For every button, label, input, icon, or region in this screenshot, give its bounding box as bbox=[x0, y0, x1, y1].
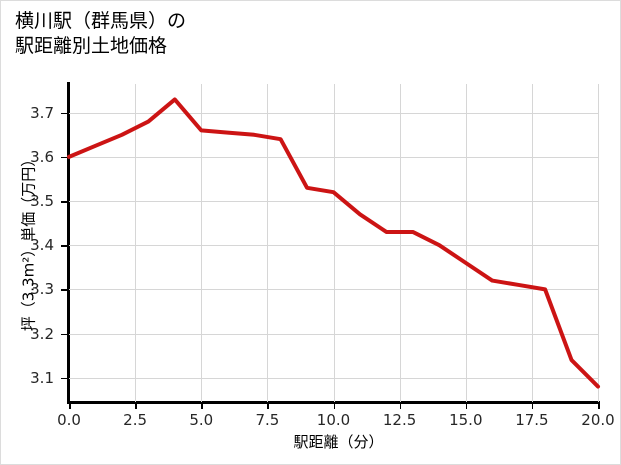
y-tick-label: 3.7 bbox=[30, 103, 54, 122]
y-tick-mark bbox=[61, 289, 67, 291]
x-tick-mark bbox=[598, 403, 600, 409]
y-tick-mark bbox=[61, 156, 67, 159]
chart-title-line-1: 横川駅（群馬県）の bbox=[15, 10, 187, 32]
x-axis-spine bbox=[67, 401, 600, 404]
y-tick-label: 3.1 bbox=[30, 368, 54, 387]
x-tick-label: 12.5 bbox=[382, 411, 417, 429]
x-axis-label-text: 駅距離（分） bbox=[293, 433, 384, 451]
x-tick-mark bbox=[465, 403, 468, 409]
gridline-vertical bbox=[399, 84, 401, 402]
y-tick-mark bbox=[61, 112, 67, 115]
gridline-vertical bbox=[201, 84, 203, 402]
gridline-vertical bbox=[135, 84, 137, 402]
x-tick-mark bbox=[135, 403, 137, 409]
y-tick-mark bbox=[61, 201, 67, 203]
x-tick-mark bbox=[69, 403, 71, 409]
gridline-vertical bbox=[598, 84, 599, 402]
chart-title-line-2: 駅距離別土地価格 bbox=[15, 35, 168, 57]
gridline-vertical bbox=[531, 84, 533, 402]
x-tick-label: 17.5 bbox=[515, 411, 549, 429]
x-tick-label: 20.0 bbox=[581, 411, 615, 429]
x-tick-mark bbox=[267, 403, 269, 409]
gridline-vertical bbox=[465, 84, 467, 402]
y-tick-mark bbox=[61, 245, 67, 247]
x-tick-label: 2.5 bbox=[123, 411, 148, 429]
y-tick-label: 3.3 bbox=[30, 280, 54, 299]
y-axis-label: 坪（3.3m²）単価（万円） bbox=[19, 151, 38, 332]
y-tick-label: 3.2 bbox=[30, 324, 54, 343]
x-tick-label: 15.0 bbox=[449, 411, 483, 429]
y-tick-label: 3.5 bbox=[30, 192, 54, 210]
y-axis-spine bbox=[67, 82, 70, 404]
plot-area bbox=[67, 84, 600, 402]
y-tick-mark bbox=[61, 333, 67, 335]
x-tick-mark bbox=[531, 403, 534, 409]
gridline-vertical bbox=[267, 84, 269, 402]
line-series-path bbox=[67, 97, 600, 389]
x-tick-mark bbox=[201, 403, 203, 409]
x-tick-label: 5.0 bbox=[189, 411, 214, 429]
x-tick-mark bbox=[399, 403, 402, 409]
gridline-vertical bbox=[333, 84, 335, 402]
x-tick-label: 10.0 bbox=[316, 411, 351, 429]
page-title: 横川駅（群馬県）の 駅距離別土地価格 bbox=[15, 9, 186, 59]
y-tick-mark bbox=[61, 377, 67, 380]
y-tick-label: 3.6 bbox=[30, 147, 54, 166]
x-tick-label: 0.0 bbox=[57, 411, 81, 429]
y-tick-label: 3.4 bbox=[30, 236, 54, 255]
x-axis-label: 駅距離（分） bbox=[1, 431, 620, 452]
x-tick-mark bbox=[333, 403, 335, 409]
x-tick-label: 7.5 bbox=[255, 411, 280, 429]
line-series-svg bbox=[67, 97, 600, 389]
